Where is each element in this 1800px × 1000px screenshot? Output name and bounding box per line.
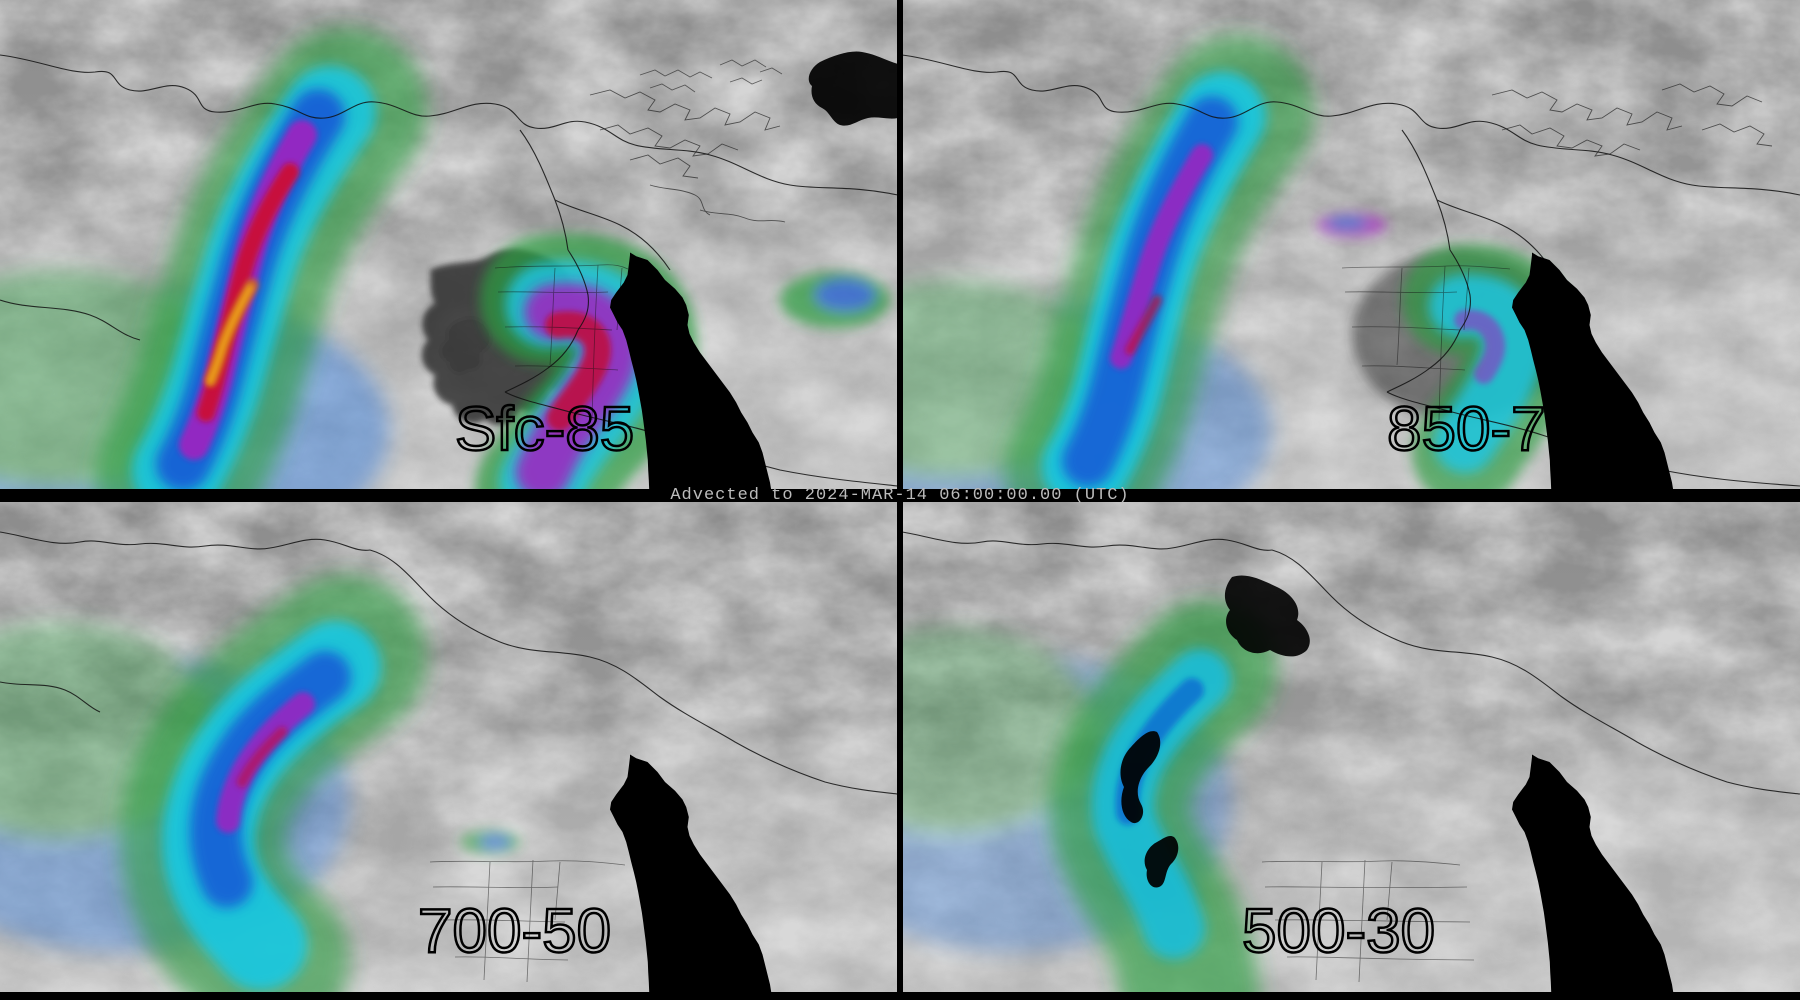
svg-text:850-70: 850-70 [1387,395,1580,464]
svg-text:500-30: 500-30 [1242,897,1435,966]
svg-text:700-50: 700-50 [418,897,611,966]
svg-text:Sfc-85: Sfc-85 [455,395,634,464]
